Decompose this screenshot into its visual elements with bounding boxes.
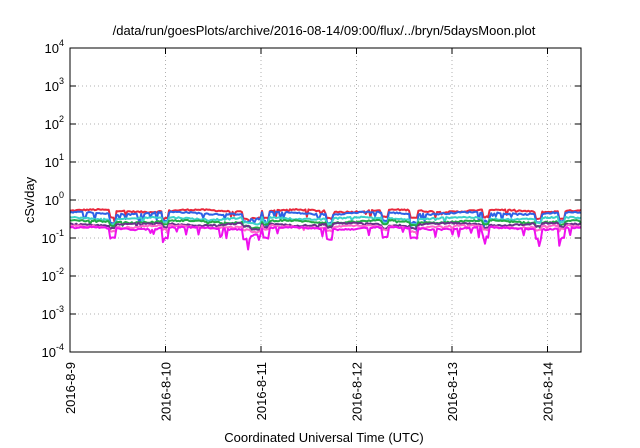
y-tick-label: 10-1	[42, 228, 64, 246]
series-line	[69, 210, 582, 233]
y-axis-label: cSv/day	[22, 176, 37, 223]
y-tick-label: 10-2	[42, 266, 64, 284]
y-tick-label: 101	[45, 152, 64, 170]
grid	[70, 47, 581, 353]
x-tick-label: 2016-8-13	[445, 362, 460, 421]
x-axis: 2016-8-9 2016-8-10 2016-8-11 2016-8-12 2016-…	[63, 48, 556, 421]
series-line	[69, 215, 582, 229]
x-tick-label: 2016-8-12	[350, 362, 365, 421]
y-tick-label: 104	[45, 38, 64, 56]
y-tick-label: 10-4	[42, 342, 64, 360]
y-tick-label: 100	[45, 190, 64, 208]
x-tick-label: 2016-8-14	[541, 362, 556, 421]
x-axis-label: Coordinated Universal Time (UTC)	[224, 430, 423, 445]
series-group	[69, 208, 582, 251]
y-tick-label: 103	[45, 76, 64, 94]
y-tick-label: 102	[45, 114, 64, 132]
x-tick-label: 2016-8-11	[254, 362, 269, 420]
series-line	[69, 225, 582, 251]
x-tick-label: 2016-8-9	[63, 362, 78, 414]
x-tick-label: 2016-8-10	[159, 362, 174, 421]
y-axis: 104 103 102 101 100 10-1 10-2 10-3 10-4	[42, 38, 581, 360]
y-tick-label: 10-3	[42, 304, 64, 322]
chart-title: /data/run/goesPlots/archive/2016-08-14/0…	[113, 23, 536, 38]
